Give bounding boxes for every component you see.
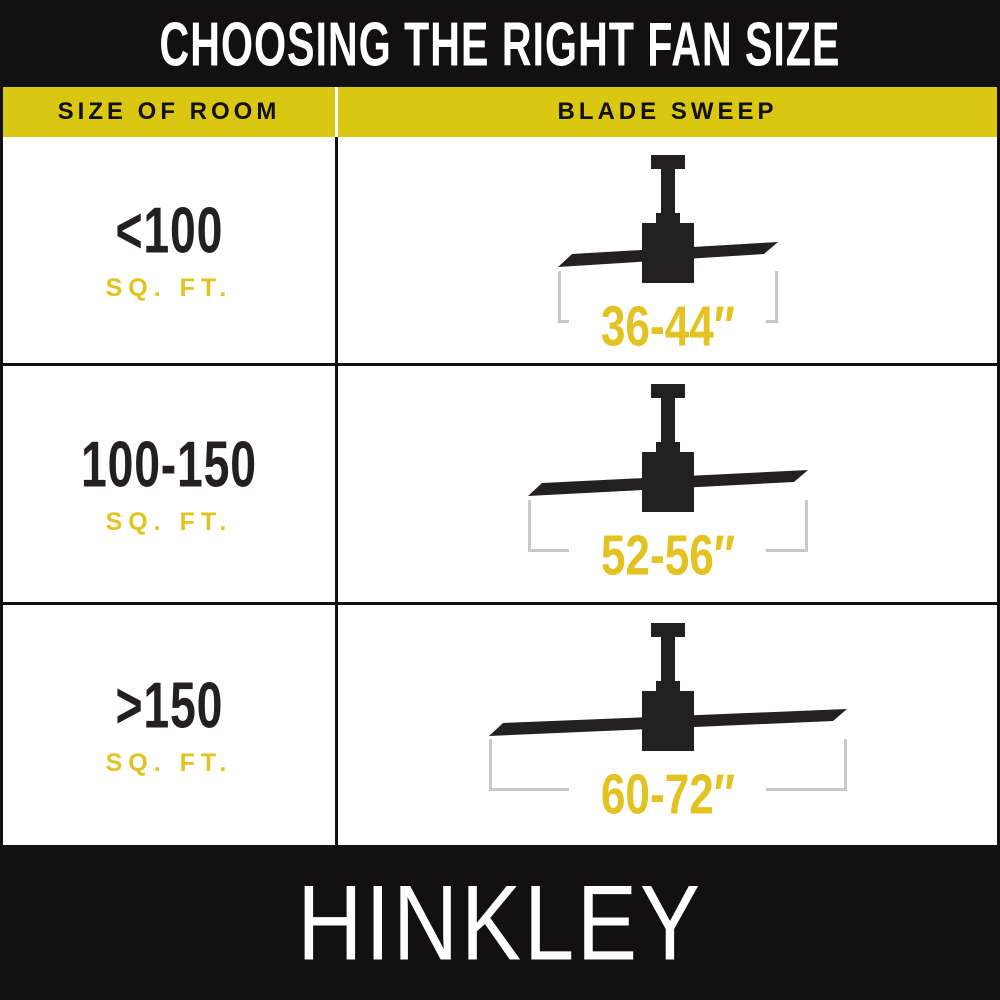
room-size-value: <100 (115, 194, 223, 267)
room-size-value: 100-150 (81, 428, 257, 501)
room-size-cell: >150 SQ. FT. (3, 605, 338, 845)
table-row: <100 SQ. FT. 36-44″ (0, 137, 1000, 366)
column-header-size-of-room: SIZE OF ROOM (3, 87, 338, 137)
room-size-unit: SQ. FT. (105, 508, 233, 536)
bracket-left-arm (488, 739, 569, 791)
blade-sweep-cell: 36-44″ (338, 137, 997, 363)
blade-sweep-value: 60-72″ (600, 764, 735, 827)
room-size-cell: 100-150 SQ. FT. (3, 366, 338, 602)
blade-sweep-value: 52-56″ (600, 525, 735, 588)
page-title: CHOOSING THE RIGHT FAN SIZE (159, 8, 841, 79)
ceiling-fan-icon (527, 384, 808, 512)
measurement-bracket: 36-44″ (557, 271, 778, 359)
room-size-unit: SQ. FT. (105, 274, 233, 302)
ceiling-fan-icon (488, 623, 847, 751)
brand-logo-text: HINKLEY (297, 862, 703, 982)
title-bar: CHOOSING THE RIGHT FAN SIZE (0, 0, 1000, 87)
blade-sweep-cell: 52-56″ (338, 366, 997, 602)
ceiling-fan-icon (557, 155, 778, 283)
bracket-right-arm (766, 739, 847, 791)
room-size-cell: <100 SQ. FT. (3, 137, 338, 363)
blade-sweep-cell: 60-72″ (338, 605, 997, 845)
brand-bar: HINKLEY (0, 845, 1000, 1000)
bracket-right-arm (766, 271, 778, 323)
bracket-left-arm (557, 271, 569, 323)
table-header-row: SIZE OF ROOM BLADE SWEEP (0, 87, 1000, 137)
column-header-blade-sweep: BLADE SWEEP (557, 98, 778, 125)
room-size-unit: SQ. FT. (105, 749, 233, 777)
blade-sweep-value: 36-44″ (600, 296, 735, 359)
room-size-value: >150 (115, 669, 223, 742)
bracket-right-arm (766, 500, 808, 552)
measurement-bracket: 60-72″ (488, 739, 847, 827)
table-row: >150 SQ. FT. 60-72″ (0, 605, 1000, 845)
measurement-bracket: 52-56″ (527, 500, 808, 588)
bracket-left-arm (527, 500, 569, 552)
table-row: 100-150 SQ. FT. 52-56″ (0, 366, 1000, 605)
